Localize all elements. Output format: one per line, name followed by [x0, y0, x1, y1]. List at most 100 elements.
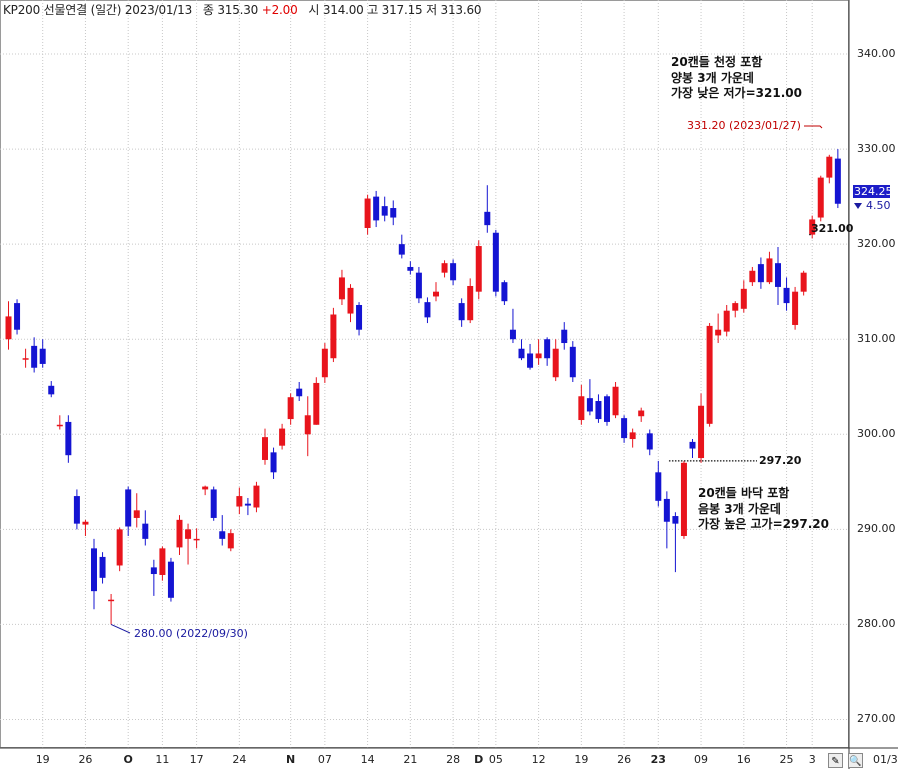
candle-up: [159, 548, 166, 575]
candle-down: [390, 208, 397, 218]
candle-up: [826, 156, 833, 178]
candle-down: [450, 263, 457, 281]
candle-down: [373, 196, 380, 221]
candle-down: [689, 441, 696, 449]
candle-down: [775, 263, 781, 287]
candle-down: [527, 353, 534, 368]
candle-down: [458, 303, 465, 321]
candle-down: [244, 503, 251, 506]
candle-up: [262, 437, 268, 460]
candle-up: [321, 348, 328, 378]
candle-up: [193, 538, 200, 541]
floor-annotation-line: 음봉 3개 가운데: [698, 501, 781, 516]
candle-down: [210, 489, 217, 518]
candle-down: [646, 433, 653, 450]
candle-down: [492, 232, 499, 292]
candle-down: [398, 244, 405, 255]
candle-down: [142, 523, 149, 539]
candle-up: [313, 382, 320, 425]
candle-up: [680, 462, 687, 537]
down-triangle-icon: [854, 203, 862, 209]
candle-down: [219, 531, 226, 539]
candle-up: [304, 415, 311, 435]
candle-up: [817, 177, 824, 218]
ceiling-annotation-line: 20캔들 천정 포함: [671, 55, 763, 69]
candle-up: [227, 533, 234, 549]
x-tick-label: 26: [617, 753, 632, 766]
candle-up: [253, 485, 260, 508]
candle-up: [578, 396, 585, 421]
candle-down: [834, 158, 841, 204]
candle-up: [792, 291, 799, 325]
candle-up: [287, 397, 294, 420]
candle-down: [518, 348, 525, 359]
y-tick-label: 330.00: [857, 142, 896, 156]
candle-up: [338, 277, 345, 300]
zoom-icon[interactable]: 🔍: [848, 753, 863, 768]
candle-down: [270, 452, 277, 473]
candle-down: [99, 556, 106, 578]
candle-down: [91, 548, 97, 592]
candle-down: [604, 396, 610, 422]
draw-tool-icon[interactable]: ✎: [828, 753, 843, 768]
close-price: 종 315.30: [202, 3, 259, 17]
candle-up: [732, 303, 739, 311]
candle-down: [655, 472, 662, 501]
y-tick-label: 270.00: [857, 712, 896, 726]
symbol-title: KP200 선물연결 (일간) 2023/01/13: [3, 3, 193, 17]
low-label: 280.00 (2022/09/30): [134, 627, 248, 640]
candles: [5, 149, 841, 625]
candle-down: [150, 567, 157, 575]
x-tick-label: O: [123, 753, 133, 766]
candle-down: [509, 329, 516, 340]
x-tick-label: 07: [317, 753, 332, 766]
candle-up: [749, 270, 756, 283]
candle-up: [723, 310, 730, 332]
candle-down: [415, 272, 422, 299]
candle-down: [595, 401, 602, 420]
candle-up: [441, 263, 448, 273]
candle-up: [236, 496, 243, 507]
x-tick-label: 25: [779, 753, 794, 766]
x-tick-label: 19: [574, 753, 589, 766]
high-label: 331.20 (2023/01/27): [687, 119, 801, 132]
candle-down: [484, 211, 491, 226]
ohlc-values: 시 314.00 고 317.15 저 313.60: [308, 3, 482, 17]
candle-up: [638, 410, 645, 417]
x-tick-label: 24: [232, 753, 247, 766]
candle-up: [740, 288, 747, 309]
x-tick-label: N: [286, 753, 296, 766]
candle-up: [475, 246, 482, 292]
candle-up: [698, 405, 705, 459]
y-tick-label: 320.00: [857, 237, 896, 251]
candle-down: [621, 418, 628, 439]
candle-down: [31, 345, 38, 368]
candle-down: [672, 516, 679, 524]
x-tick-label: 14: [360, 753, 375, 766]
candle-up: [22, 358, 29, 360]
candle-up: [800, 272, 807, 292]
candle-up: [5, 316, 12, 340]
price-change-value: 4.50: [866, 199, 891, 212]
candle-up: [108, 599, 115, 602]
end-date: 01/30: [873, 753, 898, 766]
candle-down: [663, 498, 670, 522]
candle-down: [501, 282, 508, 302]
price-change: +2.00: [261, 3, 298, 17]
y-tick-label: 340.00: [857, 47, 896, 61]
low-marker-line: [110, 623, 131, 634]
candle-down: [167, 561, 174, 598]
candle-up: [56, 424, 63, 427]
candle-up: [279, 428, 286, 446]
candle-down: [73, 496, 80, 524]
candle-up: [766, 258, 773, 283]
candle-up: [706, 325, 713, 424]
candle-up: [552, 348, 559, 378]
candle-down: [407, 266, 414, 271]
reference-lines: [110, 125, 823, 634]
chart-header: KP200 선물연결 (일간) 2023/01/13 종 315.30 +2.0…: [3, 1, 482, 18]
candle-up: [364, 198, 371, 228]
candle-down: [39, 348, 46, 364]
x-tick-label: 26: [78, 753, 93, 766]
